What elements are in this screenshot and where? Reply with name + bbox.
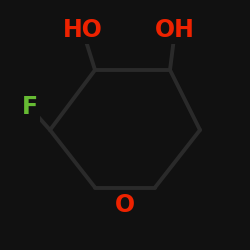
Text: OH: OH xyxy=(155,18,195,42)
Text: F: F xyxy=(22,96,38,120)
Text: HO: HO xyxy=(62,18,102,42)
Text: O: O xyxy=(115,193,135,217)
